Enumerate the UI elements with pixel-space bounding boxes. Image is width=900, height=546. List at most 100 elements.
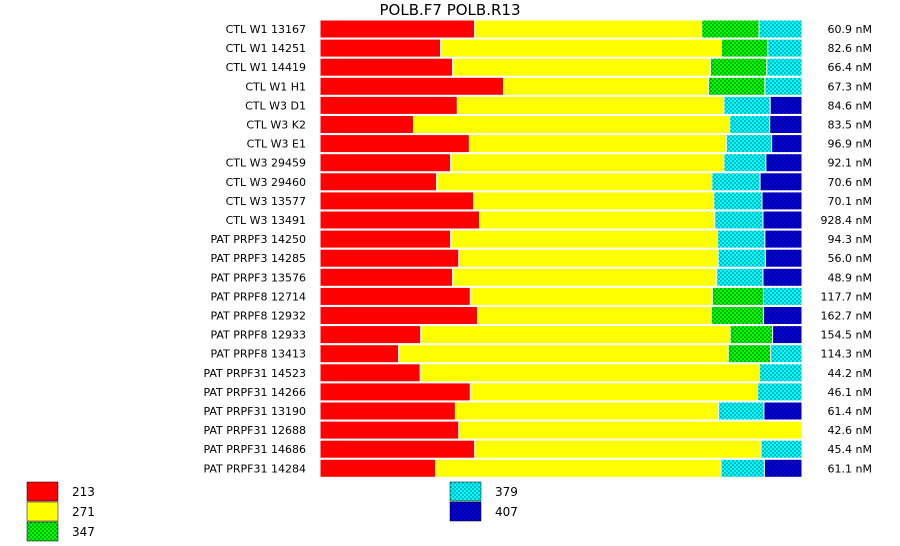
concentration-label: 114.3 nM (821, 348, 872, 361)
bar-segment-407 (769, 115, 803, 134)
concentration-label: 117.7 nM (821, 290, 872, 303)
bar-segment-271 (474, 439, 762, 459)
bar-segment-379 (760, 439, 803, 459)
bar-segment-271 (468, 134, 727, 154)
bar-segment-213 (319, 229, 452, 249)
bar-segment-213 (319, 344, 400, 364)
bar-segment-213 (319, 286, 471, 306)
bar-segment-271 (398, 344, 729, 364)
bar-segment-213 (319, 439, 476, 459)
bar-segment-407 (762, 267, 803, 287)
bar-segment-271 (419, 363, 761, 383)
bar-segment-271 (413, 115, 731, 134)
bar-segment-379 (720, 458, 765, 478)
bar-segment-213 (319, 191, 475, 211)
bar-segment-379 (717, 248, 766, 268)
row-label: PAT PRPF3 14250 (210, 233, 306, 246)
bar-segment-347 (707, 76, 766, 96)
bar-segment-213 (319, 172, 438, 192)
legend-label-379: 379 (495, 485, 518, 499)
bar-segment-379 (758, 19, 803, 39)
bar-segment-271 (473, 191, 715, 211)
bar-segment-407 (761, 191, 803, 211)
bar-segment-379 (725, 134, 773, 154)
bar-segment-407 (771, 134, 803, 154)
bar-segment-379 (729, 115, 771, 134)
bar-segment-379 (711, 172, 761, 192)
bar-segment-213 (319, 153, 452, 173)
bar-segment-407 (759, 172, 803, 192)
row-label: PAT PRPF31 14523 (203, 367, 306, 380)
row-label: CTL W3 D1 (245, 99, 306, 112)
bar-segment-271 (469, 382, 759, 402)
concentration-label: 94.3 nM (828, 233, 872, 246)
bar-segment-271 (474, 19, 703, 39)
concentration-label: 70.6 nM (828, 176, 872, 189)
bar-segment-379 (766, 57, 803, 77)
bar-segment-271 (450, 229, 719, 249)
row-label: CTL W3 29460 (226, 176, 306, 189)
bar-segment-213 (319, 306, 479, 325)
concentration-label: 67.3 nM (828, 80, 872, 93)
bar-segment-379 (718, 401, 765, 421)
concentration-label: 46.1 nM (828, 386, 872, 399)
bar-segment-271 (454, 401, 720, 421)
bar-segment-379 (714, 210, 764, 230)
bar-segment-213 (319, 57, 454, 77)
bar-segment-271 (420, 325, 731, 345)
bar-segment-213 (319, 115, 415, 134)
concentration-label: 61.4 nM (828, 405, 872, 418)
bar-segment-271 (477, 306, 712, 325)
legend-swatch-379 (449, 481, 482, 502)
chart-title: POLB.F7 POLB.R13 (380, 1, 521, 19)
concentration-label: 928.4 nM (821, 214, 872, 227)
row-label: CTL W3 E1 (247, 138, 306, 151)
bar-segment-271 (479, 210, 716, 230)
row-label: CTL W3 K2 (246, 119, 306, 132)
row-label: CTL W1 14419 (226, 61, 306, 74)
concentration-label: 92.1 nM (828, 157, 872, 170)
legend-label-347: 347 (72, 525, 95, 539)
bar-segment-379 (759, 363, 803, 383)
bar-segment-379 (757, 382, 803, 402)
bar-segment-407 (762, 306, 803, 325)
legend-label-271: 271 (72, 505, 95, 519)
legend-swatch-347 (26, 521, 59, 542)
bar-segment-213 (319, 76, 505, 96)
bar-segment-347 (709, 57, 768, 77)
bar-segment-407 (763, 401, 803, 421)
bar-segment-407 (772, 325, 803, 345)
bar-segment-213 (319, 363, 421, 383)
legend: 213 271 347 379 407 (26, 481, 518, 542)
bar-segment-379 (764, 76, 803, 96)
concentration-label: 60.9 nM (828, 23, 872, 36)
bar-segment-271 (458, 420, 803, 440)
bar-segment-347 (721, 38, 769, 58)
bar-segment-271 (452, 267, 718, 287)
row-label: CTL W1 14251 (226, 42, 306, 55)
bar-segment-379 (770, 344, 803, 364)
row-label: PAT PRPF8 12714 (210, 290, 306, 303)
row-label: PAT PRPF31 14266 (203, 386, 306, 399)
legend-swatch-407 (449, 501, 482, 522)
bar-segment-271 (435, 458, 722, 478)
bar-segment-213 (319, 248, 460, 268)
row-label: PAT PRPF3 13576 (210, 271, 306, 284)
bar-rows: CTL W1 13167 60.9 nM CTL W1 14251 82.6 nM CT… (203, 19, 872, 478)
row-label: PAT PRPF8 12932 (210, 310, 306, 323)
concentration-label: 48.9 nM (828, 271, 872, 284)
bar-segment-271 (458, 248, 719, 268)
row-label: CTL W1 13167 (226, 23, 306, 36)
concentration-label: 70.1 nM (828, 195, 872, 208)
bar-segment-379 (723, 153, 767, 173)
bar-segment-213 (319, 325, 422, 345)
concentration-label: 42.6 nM (828, 424, 872, 437)
row-label: CTL W1 H1 (245, 80, 306, 93)
bar-segment-407 (765, 153, 803, 173)
bar-segment-347 (729, 325, 774, 345)
bar-segment-271 (456, 95, 725, 115)
bar-segment-213 (319, 38, 441, 58)
bar-segment-213 (319, 401, 456, 421)
concentration-label: 45.4 nM (828, 443, 872, 456)
